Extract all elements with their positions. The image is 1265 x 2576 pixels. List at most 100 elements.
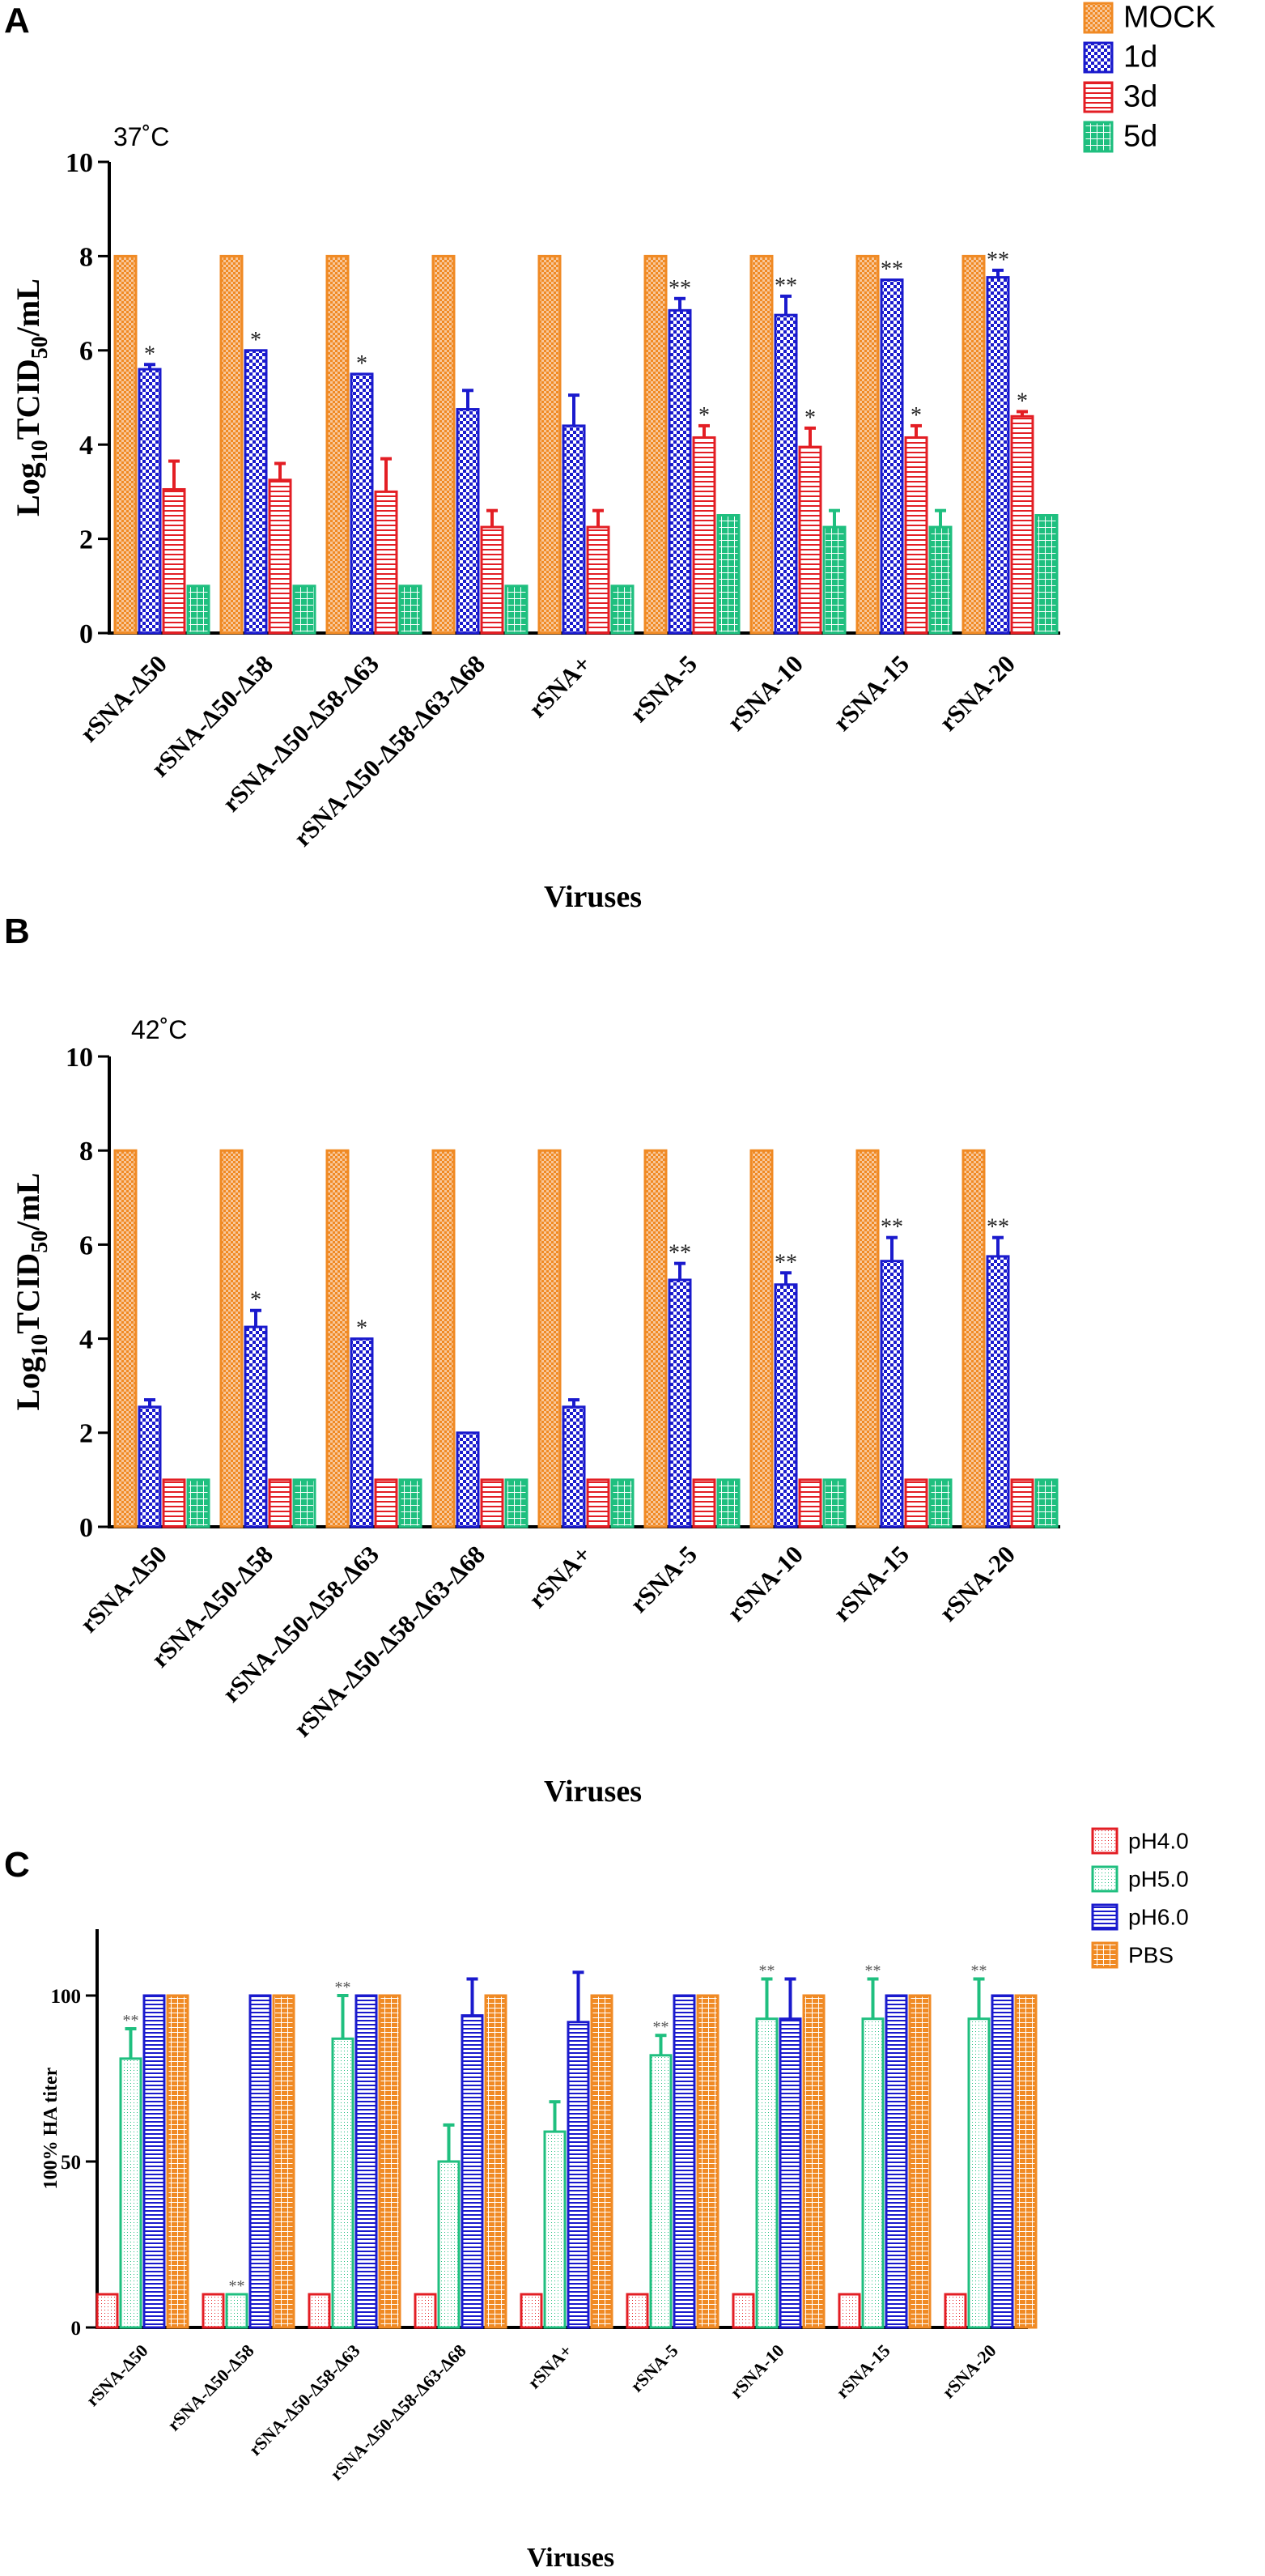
bar-1d-7 xyxy=(880,278,904,635)
bar-PBS-7 xyxy=(908,1994,932,2329)
bar-5d-7 xyxy=(928,525,953,635)
significance-label: ** xyxy=(775,1250,797,1275)
bar-pH50-4 xyxy=(543,2130,567,2329)
bar-MOCK-8 xyxy=(961,1149,986,1528)
bar-5d-7 xyxy=(928,1478,953,1528)
legend-label: 1d xyxy=(1123,40,1157,74)
bar-PBS-0 xyxy=(166,1994,189,2329)
bar-5d-6 xyxy=(822,525,847,635)
bar-PBS-8 xyxy=(1014,1994,1038,2329)
significance-label: * xyxy=(804,406,816,431)
bar-pH40-0 xyxy=(96,2293,119,2329)
significance-label: ** xyxy=(653,2018,669,2036)
legend-label: PBS xyxy=(1128,1943,1174,1968)
bar-pH60-1 xyxy=(248,1994,272,2329)
x-axis-label: Viruses xyxy=(527,2543,614,2573)
bar-pH40-5 xyxy=(626,2293,649,2329)
bar-5d-4 xyxy=(610,1478,635,1528)
significance-label: * xyxy=(356,351,367,376)
bar-1d-3 xyxy=(456,408,480,635)
bar-1d-6 xyxy=(774,1283,798,1528)
category-label: rSNA-Δ50-Δ58 xyxy=(163,2340,258,2435)
bar-3d-2 xyxy=(374,1478,398,1528)
bar-pH60-4 xyxy=(567,2021,590,2329)
bar-3d-6 xyxy=(798,1478,822,1528)
bar-MOCK-1 xyxy=(219,1149,244,1528)
legend-swatch xyxy=(1091,1827,1119,1855)
category-label: rSNA-15 xyxy=(827,649,915,737)
bar-1d-0 xyxy=(138,1405,162,1528)
panel-b: B 42˚C 0 2 4 6 8 10 Log10TCID50/mL Viruses rSNA-Δ5… xyxy=(4,912,1060,1809)
bar-PBS-2 xyxy=(378,1994,401,2329)
bar-pH50-1 xyxy=(225,2293,248,2329)
bar-3d-0 xyxy=(162,1478,186,1528)
bar-3d-1 xyxy=(268,478,292,635)
category-label: rSNA+ xyxy=(524,2340,576,2393)
category-label: rSNA-Δ50-Δ58-Δ63-Δ68 xyxy=(288,649,490,852)
bar-PBS-6 xyxy=(802,1994,826,2329)
y-tick-label: 100 xyxy=(51,1986,82,2008)
bar-PBS-5 xyxy=(696,1994,720,2329)
bar-3d-4 xyxy=(586,1478,610,1528)
significance-label: * xyxy=(698,403,710,428)
bar-5d-5 xyxy=(716,514,741,635)
significance-label: ** xyxy=(987,248,1009,273)
bar-1d-8 xyxy=(986,276,1010,635)
category-label: rSNA-10 xyxy=(726,2340,787,2402)
y-tick-label: 0 xyxy=(79,619,93,649)
category-label: rSNA-Δ50 xyxy=(74,649,172,747)
y-axis-label: 100% HA titer xyxy=(40,2067,62,2189)
legend-label: 5d xyxy=(1123,120,1157,154)
bar-1d-0 xyxy=(138,368,162,635)
y-tick-label: 50 xyxy=(61,2152,81,2174)
bar-MOCK-7 xyxy=(855,1149,880,1528)
y-axis-label: Log10TCID50/mL xyxy=(10,1173,53,1411)
significance-label: ** xyxy=(335,1979,351,1996)
panel-letter: A xyxy=(4,1,30,40)
bar-1d-1 xyxy=(244,349,268,635)
x-axis-label: Viruses xyxy=(544,1775,642,1809)
legend-swatch xyxy=(1091,1865,1119,1893)
bar-PBS-4 xyxy=(590,1994,613,2329)
legend-label: 3d xyxy=(1123,80,1157,114)
category-label: rSNA+ xyxy=(523,649,596,723)
y-tick-label: 10 xyxy=(66,148,93,178)
y-tick-label: 4 xyxy=(79,1325,93,1355)
bar-pH50-3 xyxy=(437,2160,461,2329)
bar-1d-5 xyxy=(668,308,692,635)
bar-pH50-7 xyxy=(861,2017,885,2329)
bar-PBS-1 xyxy=(272,1994,295,2329)
legend-label: pH6.0 xyxy=(1128,1905,1189,1930)
bar-1d-3 xyxy=(456,1431,480,1528)
bar-5d-2 xyxy=(398,1478,422,1528)
bar-5d-0 xyxy=(186,1478,210,1528)
bar-pH60-8 xyxy=(991,1994,1014,2329)
bar-MOCK-0 xyxy=(113,1149,138,1528)
bar-3d-8 xyxy=(1010,1478,1034,1528)
significance-label: * xyxy=(250,1288,261,1313)
bar-pH50-2 xyxy=(331,2037,354,2329)
significance-label: * xyxy=(250,328,261,353)
bar-3d-7 xyxy=(904,1478,928,1528)
category-label: rSNA-5 xyxy=(624,649,703,728)
bar-pH40-1 xyxy=(202,2293,225,2329)
significance-label: * xyxy=(1017,389,1028,414)
category-label: rSNA-20 xyxy=(933,649,1021,737)
category-label: rSNA-10 xyxy=(721,1540,809,1627)
legend-label: pH4.0 xyxy=(1128,1829,1189,1854)
significance-label: ** xyxy=(123,2012,139,2030)
y-tick-label: 4 xyxy=(79,431,93,461)
significance-label: ** xyxy=(229,2277,245,2295)
bar-5d-3 xyxy=(504,584,528,635)
category-label: rSNA-Δ50-Δ58-Δ63 xyxy=(244,2340,363,2459)
category-label: rSNA-20 xyxy=(933,1540,1021,1627)
bar-pH60-6 xyxy=(779,2017,802,2329)
bar-pH60-0 xyxy=(142,1994,166,2329)
bar-5d-5 xyxy=(716,1478,741,1528)
x-axis-label: Viruses xyxy=(544,880,642,914)
bar-MOCK-4 xyxy=(537,254,562,635)
bar-3d-5 xyxy=(692,436,716,635)
legend-label: MOCK xyxy=(1123,1,1216,35)
legend-swatch xyxy=(1083,2,1114,34)
